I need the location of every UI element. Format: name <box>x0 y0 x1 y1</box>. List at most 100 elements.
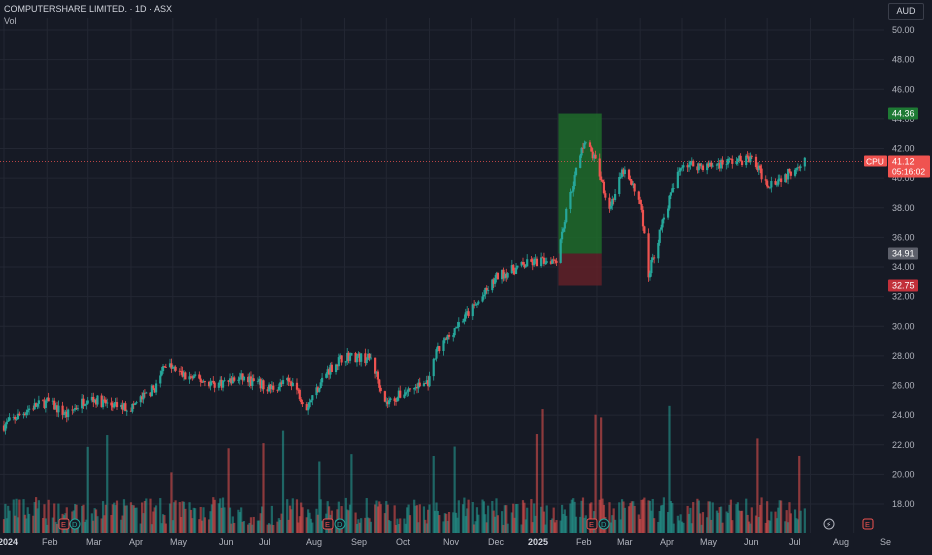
volume-bar <box>379 504 382 533</box>
split-lightning-icon-text: ⚡ <box>826 520 831 529</box>
volume-bar <box>111 504 114 533</box>
volume-bar <box>788 502 791 533</box>
volume-bar <box>135 507 138 533</box>
candle-body <box>51 400 54 402</box>
candle-body <box>319 382 322 388</box>
candle-body <box>375 371 378 374</box>
volume-bar <box>220 507 223 533</box>
candle-body <box>365 359 368 364</box>
candle-body <box>149 392 152 396</box>
candle-body <box>706 163 709 171</box>
volume-bar <box>201 520 204 533</box>
volume-bar <box>192 507 195 533</box>
candle-body <box>327 369 331 375</box>
volume-bar <box>358 522 361 533</box>
volume-bar <box>775 518 779 533</box>
dividend-d-icon-text: D <box>337 520 343 529</box>
entry-price-tag: 34.91 <box>892 249 915 259</box>
candle-body <box>326 369 329 374</box>
candle-body <box>552 259 555 261</box>
volume-bar <box>796 519 799 533</box>
candle-body <box>785 174 788 180</box>
volume-bar <box>266 524 269 533</box>
volume-bar <box>32 515 35 533</box>
candle-body <box>573 175 576 187</box>
candle-body <box>413 387 416 390</box>
candle-body <box>514 267 518 274</box>
volume-bar <box>22 499 25 533</box>
candle-body <box>682 165 685 168</box>
candle-body <box>653 257 656 259</box>
candle-body <box>82 398 85 406</box>
volume-bar <box>129 502 133 533</box>
candle-body <box>135 402 138 404</box>
candle-body <box>307 407 310 411</box>
volume-bar <box>397 524 400 533</box>
candle-body <box>90 396 93 401</box>
volume-bar <box>92 520 95 533</box>
candle-body <box>114 402 117 404</box>
volume-bar <box>103 515 106 533</box>
currency-selector[interactable]: AUD <box>888 3 924 20</box>
volume-label[interactable]: Vol <box>4 16 17 26</box>
volume-bar <box>612 508 615 533</box>
time-tick-label: Feb <box>42 537 58 547</box>
volume-bar <box>759 504 762 533</box>
volume-bar <box>161 514 165 533</box>
candle-body <box>344 361 347 363</box>
volume-bar <box>47 499 50 533</box>
candle-body <box>572 186 575 192</box>
candle-body <box>168 363 172 368</box>
volume-bar <box>689 507 692 533</box>
volume-bar <box>641 499 645 533</box>
candle-body <box>795 168 798 170</box>
volume-bar <box>96 516 99 533</box>
volume-bar <box>189 509 193 533</box>
candle-body <box>623 169 626 175</box>
price-tick-label: 22.00 <box>892 440 915 450</box>
candle-body <box>680 167 684 169</box>
candle-body <box>422 383 426 387</box>
volume-bar <box>115 500 119 533</box>
candle-body <box>96 395 99 405</box>
volume-bar <box>493 516 497 533</box>
candle-body <box>315 387 318 396</box>
candle-body <box>230 378 233 384</box>
volume-bar <box>710 519 713 533</box>
candle-body <box>209 381 212 387</box>
candle-body <box>201 382 204 383</box>
volume-bar <box>237 509 240 533</box>
volume-bar <box>608 502 611 533</box>
volume-bar <box>346 509 349 533</box>
candle-body <box>75 407 78 409</box>
volume-bar <box>259 513 262 533</box>
candle-body <box>316 387 320 392</box>
candle-body <box>207 381 211 387</box>
candle-body <box>368 353 371 359</box>
volume-bar <box>231 516 234 533</box>
volume-bar <box>524 519 527 533</box>
volume-bar <box>375 500 378 533</box>
volume-bar <box>188 502 191 533</box>
volume-bar <box>365 498 368 533</box>
volume-bar <box>114 505 117 533</box>
volume-bar <box>570 499 573 533</box>
candle-body <box>43 400 46 408</box>
candle-body <box>203 381 207 383</box>
time-tick-label: Jul <box>259 537 271 547</box>
volume-bar <box>122 499 126 533</box>
earnings-e-icon <box>586 518 598 530</box>
price-tick-label: 34.00 <box>892 262 915 272</box>
volume-bar <box>385 501 388 533</box>
candle-body <box>269 384 272 390</box>
candle-body <box>379 387 382 392</box>
candle-body <box>54 405 57 410</box>
volume-bar <box>178 502 181 533</box>
symbol-title[interactable]: COMPUTERSHARE LIMITED. · 1D · ASX <box>4 4 173 14</box>
volume-bar <box>238 512 241 533</box>
volume-bar <box>125 505 128 533</box>
candle-body <box>524 266 527 268</box>
ticker-tag-bg <box>864 155 887 167</box>
